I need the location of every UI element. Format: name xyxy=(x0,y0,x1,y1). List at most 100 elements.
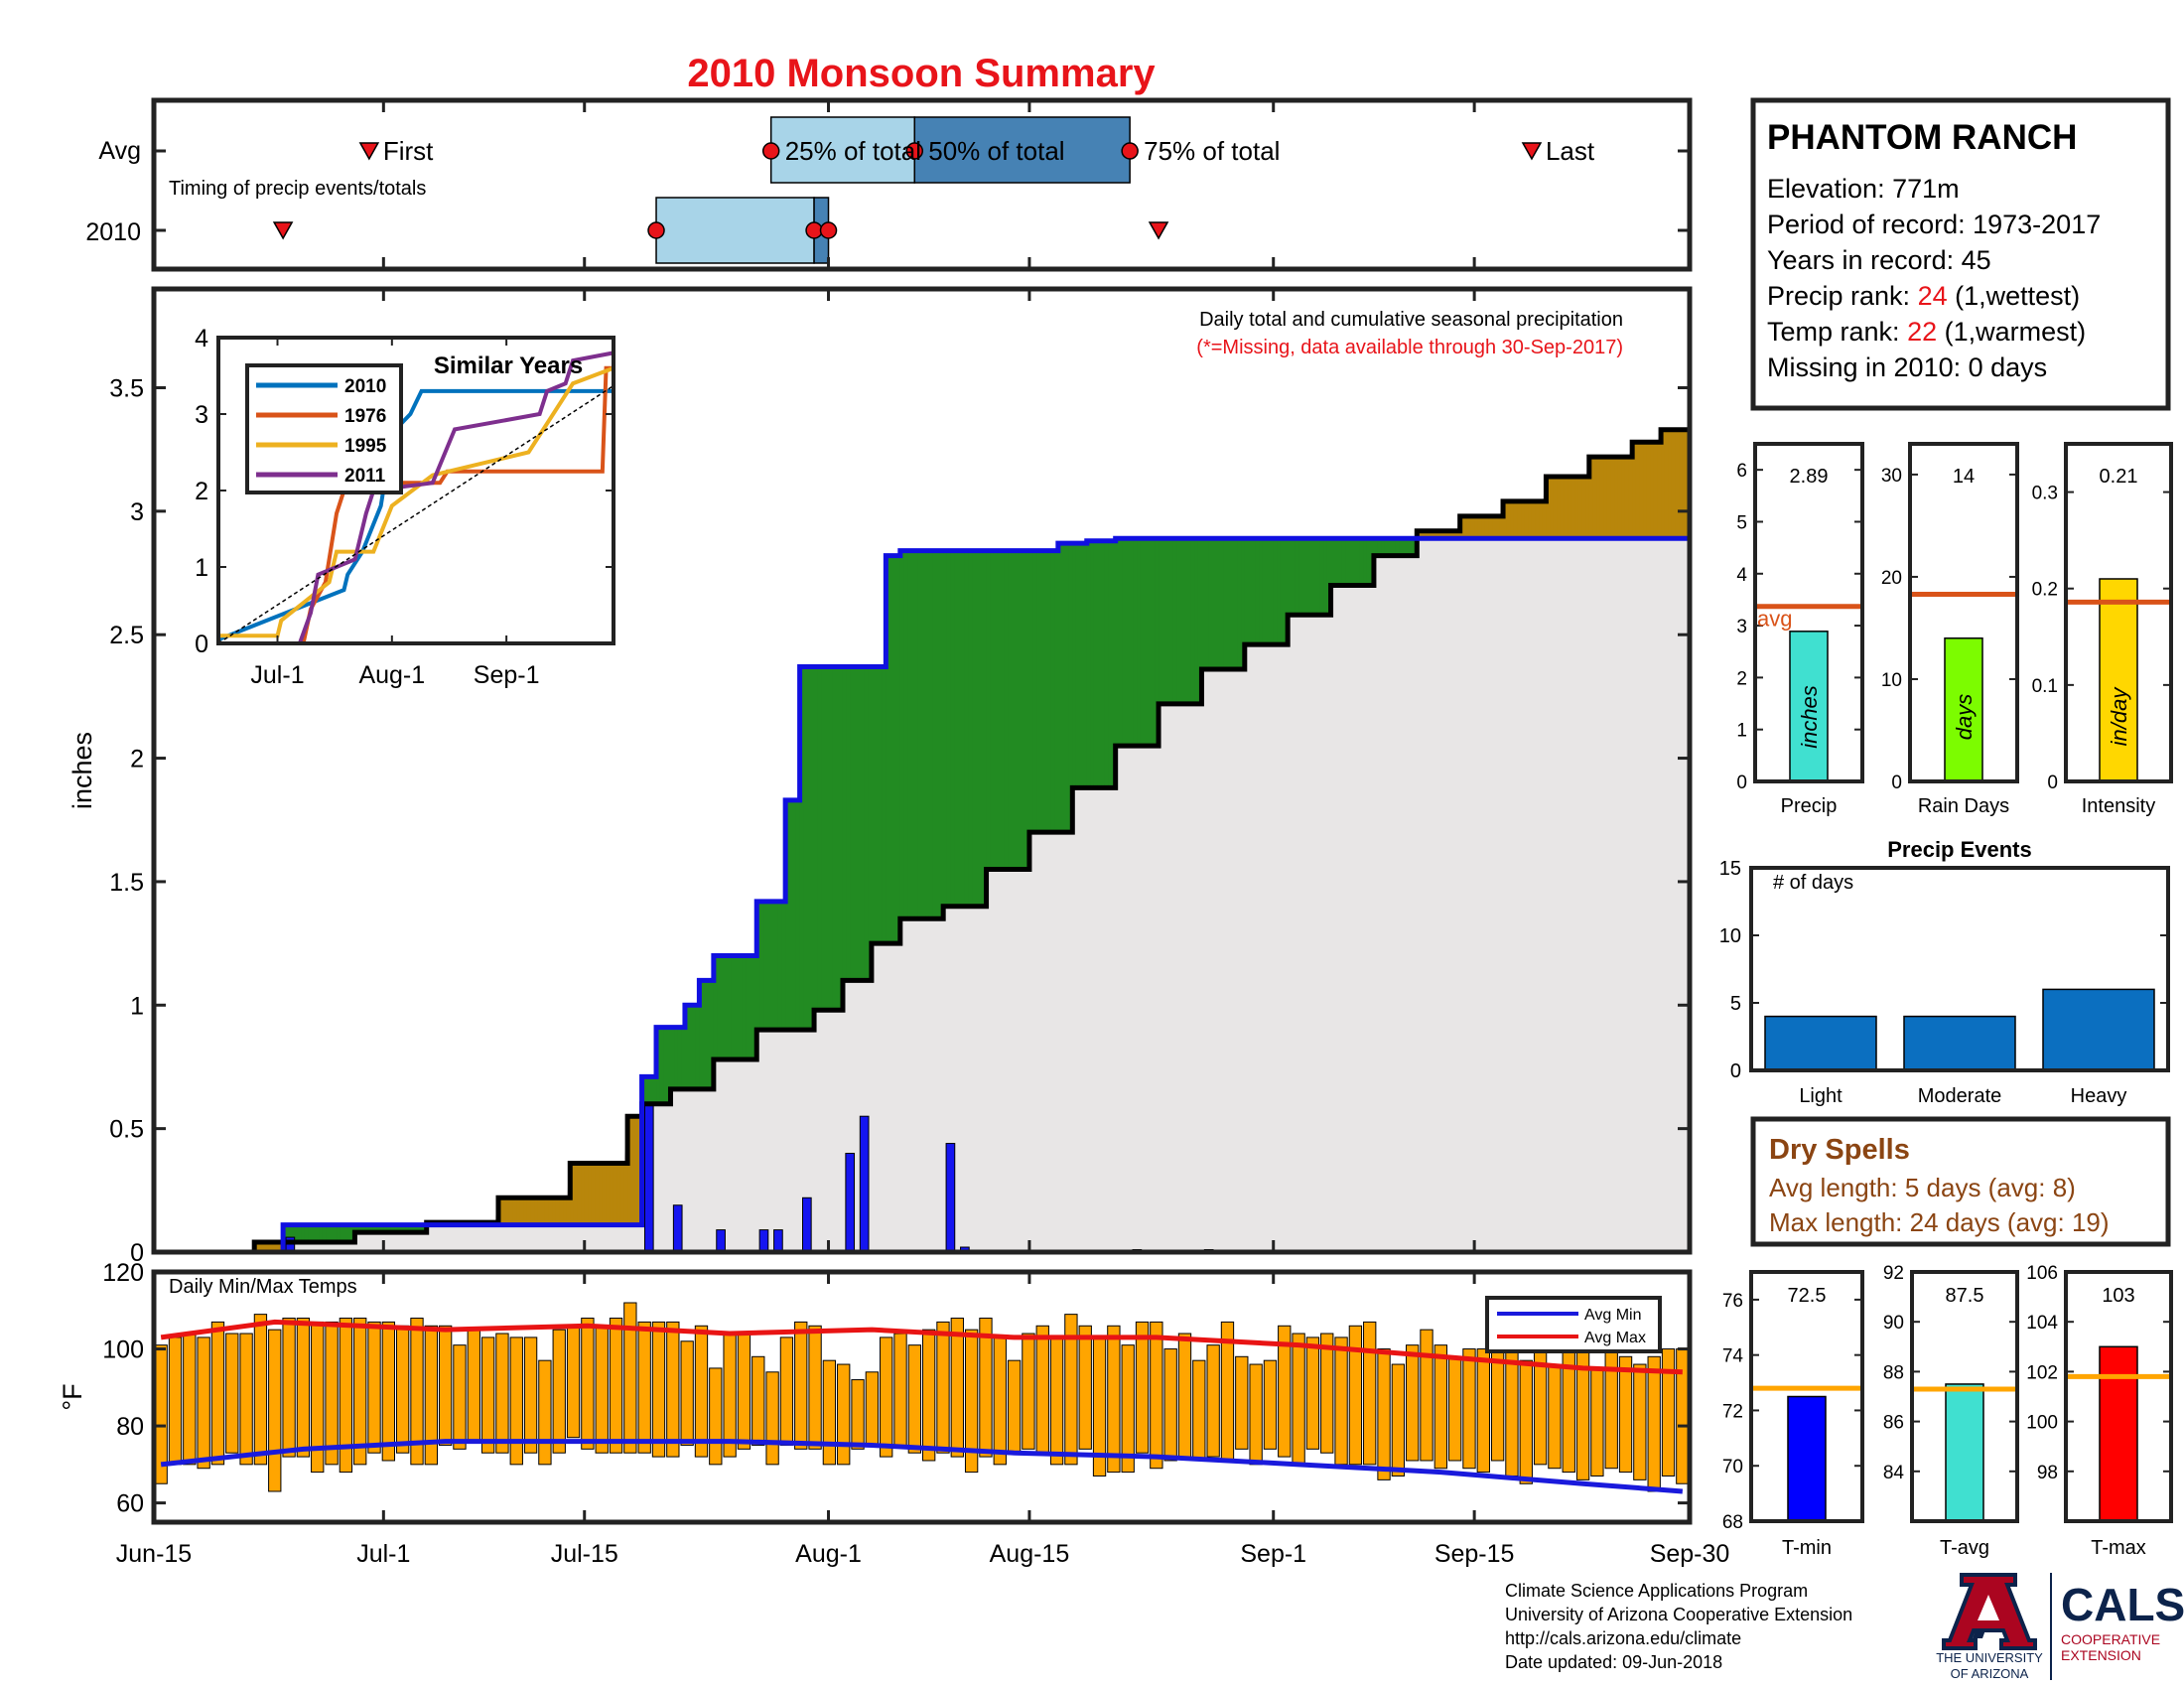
precip-events-sublabel: # of days xyxy=(1773,872,1853,894)
below-normal-fill xyxy=(552,1197,557,1225)
below-normal-fill xyxy=(602,1163,608,1225)
above-normal-fill xyxy=(1248,538,1253,645)
below-normal-fill xyxy=(613,1163,617,1225)
stat-y-tick-label: 5 xyxy=(1736,512,1747,533)
station-precip-rank: Precip rank: 24 (1,wettest) xyxy=(1767,281,2080,311)
daily-temp-range-bar xyxy=(1377,1348,1391,1480)
inset-y-tick-label: 4 xyxy=(195,325,208,352)
above-normal-fill xyxy=(376,1224,381,1233)
inset-x-tick-label: Jul-1 xyxy=(250,661,304,689)
below-normal-fill xyxy=(588,1163,593,1225)
below-normal-fill xyxy=(1445,530,1450,539)
below-normal-fill xyxy=(1441,530,1446,539)
below-normal-fill xyxy=(1492,515,1497,539)
above-normal-fill xyxy=(648,1076,654,1104)
precip-events-panel: Precip Events Light Moderate Heavy 0 5 10 15 #… xyxy=(1719,837,2170,1107)
temp-stat-y-tick-label: 92 xyxy=(1883,1263,1904,1284)
date-tick-label: Aug-15 xyxy=(990,1540,1070,1568)
daily-temp-range-bar xyxy=(1433,1344,1447,1470)
daily-temp-range-bar xyxy=(865,1371,880,1446)
below-normal-fill xyxy=(1521,500,1526,539)
above-normal-fill xyxy=(777,901,783,1031)
daily-temp-range-bar xyxy=(1548,1363,1562,1470)
above-normal-fill xyxy=(1410,538,1415,556)
above-normal-fill xyxy=(767,901,772,1031)
stat-y-tick-label: 0.1 xyxy=(2032,676,2058,697)
date-tick-label: Aug-1 xyxy=(795,1540,862,1568)
precip-event-category: Light xyxy=(1799,1085,1843,1107)
daily-precip-bar xyxy=(716,1229,726,1253)
daily-temp-range-bar xyxy=(495,1333,509,1454)
below-normal-fill xyxy=(1463,515,1468,539)
station-years: Years in record: 45 xyxy=(1767,245,1991,275)
below-normal-fill xyxy=(1503,500,1508,539)
temp-stat-y-tick-label: 70 xyxy=(1722,1457,1743,1477)
above-normal-fill xyxy=(1011,550,1017,870)
main-precip-panel: 0 0.5 1 1.5 2 2.5 3 3.5 Daily total and cumulat… xyxy=(68,286,1693,1267)
below-normal-fill xyxy=(595,1163,600,1225)
below-normal-fill xyxy=(1506,500,1511,539)
above-normal-fill xyxy=(1366,538,1371,586)
above-normal-fill xyxy=(932,550,937,919)
above-normal-fill xyxy=(1083,543,1088,788)
above-normal-fill xyxy=(935,550,941,919)
temp-stat-y-tick-label: 72 xyxy=(1722,1401,1743,1422)
below-normal-fill xyxy=(1614,457,1619,539)
above-normal-fill xyxy=(343,1224,348,1243)
daily-temp-range-bar xyxy=(709,1367,723,1466)
daily-temp-range-bar xyxy=(1206,1344,1220,1458)
below-normal-fill xyxy=(1657,442,1662,539)
temp-y-tick-label: 60 xyxy=(116,1490,144,1518)
daily-temp-range-bar xyxy=(396,1325,410,1454)
daily-temp-range-bar xyxy=(197,1336,210,1470)
above-normal-fill xyxy=(1252,538,1257,645)
above-normal-fill xyxy=(684,1005,690,1089)
below-normal-fill xyxy=(516,1197,521,1225)
temp-y-tick-label: 120 xyxy=(102,1259,144,1287)
above-normal-fill xyxy=(835,666,840,1011)
above-normal-fill xyxy=(781,901,786,1031)
below-normal-fill xyxy=(577,1163,582,1225)
climatology-cumulative-line xyxy=(154,419,1693,1255)
main-y-axis-label: inches xyxy=(68,732,97,809)
daily-temp-range-bar xyxy=(467,1329,480,1443)
above-normal-fill xyxy=(1090,540,1095,788)
above-normal-fill xyxy=(752,955,757,1059)
legend-avg-min-label: Avg Min xyxy=(1584,1307,1642,1324)
stat-x-label: Intensity xyxy=(2082,795,2155,817)
above-normal-fill xyxy=(1348,538,1353,586)
avg-q25-marker xyxy=(761,142,780,160)
above-normal-fill xyxy=(1086,540,1091,788)
below-normal-fill xyxy=(1470,515,1475,539)
above-normal-fill xyxy=(925,550,930,919)
y-tick-label: 3.5 xyxy=(109,374,144,402)
stat-x-label: Rain Days xyxy=(1918,795,2009,817)
below-normal-fill xyxy=(1682,429,1687,539)
above-normal-fill xyxy=(1345,538,1350,586)
above-normal-fill xyxy=(368,1224,374,1233)
temp-stat-y-tick-label: 90 xyxy=(1883,1313,1904,1334)
stat-panel-frame xyxy=(1753,442,1864,783)
above-normal-fill xyxy=(1165,538,1170,704)
below-normal-fill xyxy=(573,1163,579,1225)
temp-rank-note: (1,warmest) xyxy=(1937,317,2086,347)
main-panel-frame xyxy=(151,286,1693,1255)
below-normal-fill xyxy=(1568,477,1572,539)
above-normal-fill xyxy=(1112,540,1117,788)
below-normal-fill xyxy=(1581,477,1586,539)
above-normal-fill xyxy=(1108,540,1113,788)
below-normal-fill xyxy=(1585,477,1590,539)
dry-spells-title: Dry Spells xyxy=(1769,1134,1910,1166)
daily-temp-range-bar xyxy=(837,1363,851,1466)
above-normal-fill xyxy=(928,550,933,919)
below-normal-fill xyxy=(1639,442,1644,539)
above-normal-fill xyxy=(670,1027,675,1089)
daily-temp-range-bar xyxy=(765,1371,779,1466)
daily-precip-bar xyxy=(643,1103,654,1253)
daily-temp-range-bar xyxy=(367,1321,381,1454)
stat-unit-label: inches xyxy=(1797,685,1822,749)
daily-temp-range-bar xyxy=(1121,1344,1135,1474)
above-normal-fill xyxy=(795,799,801,1031)
stat-y-tick-label: 2 xyxy=(1736,668,1747,689)
above-normal-fill xyxy=(405,1224,410,1233)
